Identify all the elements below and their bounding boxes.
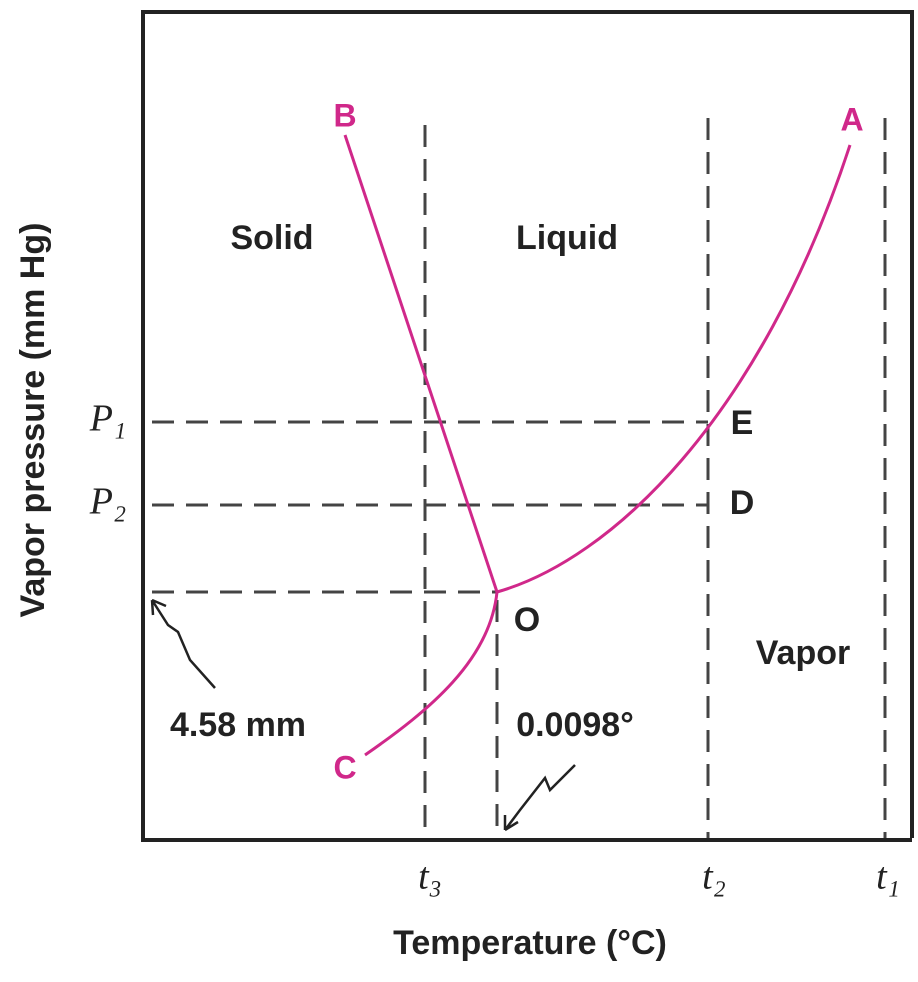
dashed-guides [152,118,887,838]
temperature-arrow [503,764,576,832]
sublimation-curve [364,591,499,757]
y-axis-title: Vapor pressure (mm Hg) [14,223,52,618]
t3-label: t₃ [418,856,442,898]
point-c: C [333,749,356,785]
point-e: E [731,404,754,442]
point-d: D [730,484,755,522]
point-b: B [333,97,356,133]
t1-label: t₁ [876,856,900,898]
triple-pressure-label: 4.58 mm [170,706,306,744]
liquid-label: Liquid [516,219,618,257]
vaporization-curve [496,144,852,594]
plot-frame [141,10,914,842]
solid-label: Solid [230,219,313,257]
t2-label: t₂ [702,856,726,898]
point-a: A [840,101,863,137]
point-o: O [514,601,540,639]
fusion-curve [343,134,499,593]
p2-label: P₂ [89,481,126,523]
vapor-label: Vapor [756,634,850,672]
p1-label: P₁ [89,398,126,440]
pressure-arrow [150,598,216,689]
triple-temperature-label: 0.0098° [516,706,634,744]
x-axis-title: Temperature (°C) [393,924,667,962]
